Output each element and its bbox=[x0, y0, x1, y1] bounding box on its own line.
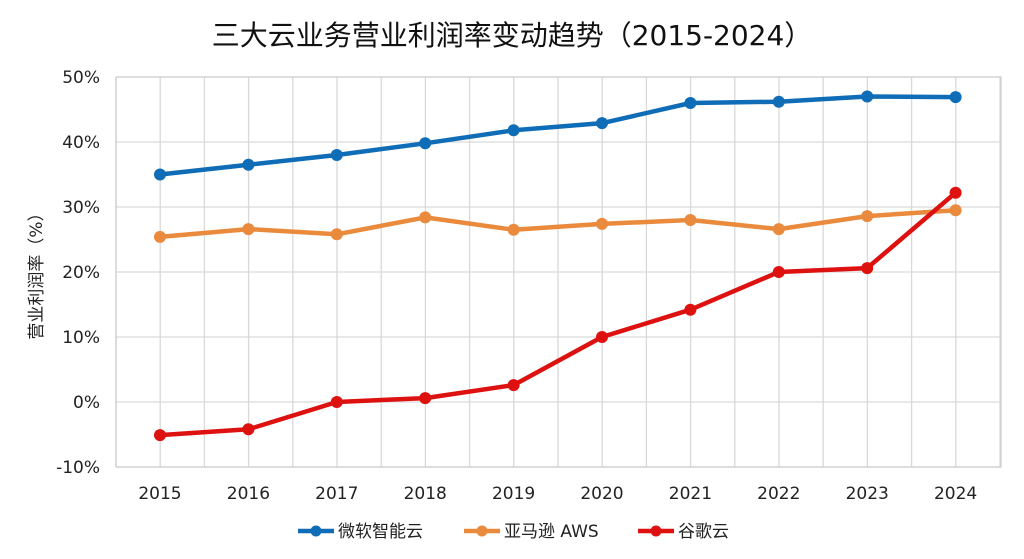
data-point[interactable] bbox=[242, 223, 255, 236]
y-tick-label: 50% bbox=[62, 68, 100, 88]
data-point[interactable] bbox=[684, 303, 697, 316]
series-2 bbox=[154, 186, 962, 442]
series-0 bbox=[154, 90, 962, 181]
data-point[interactable] bbox=[596, 331, 608, 343]
y-tick-label: 10% bbox=[62, 328, 100, 348]
x-tick-label: 2022 bbox=[757, 484, 800, 504]
legend-marker bbox=[650, 525, 662, 537]
data-point[interactable] bbox=[419, 211, 432, 224]
data-point[interactable] bbox=[507, 379, 520, 392]
data-point[interactable] bbox=[507, 223, 520, 236]
x-tick-label: 2020 bbox=[580, 484, 623, 504]
y-tick-label: -10% bbox=[56, 458, 100, 478]
data-point[interactable] bbox=[772, 223, 785, 236]
legend-label: 亚马逊 AWS bbox=[504, 522, 599, 542]
data-point[interactable] bbox=[154, 429, 166, 442]
y-tick-label: 40% bbox=[62, 133, 100, 153]
data-point[interactable] bbox=[861, 90, 874, 103]
y-tick-label: 0% bbox=[73, 393, 100, 413]
series-1 bbox=[154, 204, 962, 243]
data-point[interactable] bbox=[949, 186, 962, 199]
x-tick-label: 2023 bbox=[846, 484, 889, 504]
data-point[interactable] bbox=[154, 230, 166, 243]
y-axis-label: 营业利润率（%） bbox=[27, 204, 47, 339]
x-tick-label: 2016 bbox=[227, 484, 270, 504]
data-point[interactable] bbox=[949, 204, 962, 217]
data-point[interactable] bbox=[330, 149, 343, 161]
x-tick-label: 2021 bbox=[669, 484, 712, 504]
data-point[interactable] bbox=[684, 97, 697, 109]
data-point[interactable] bbox=[154, 168, 166, 181]
data-point[interactable] bbox=[330, 396, 343, 408]
series bbox=[154, 90, 962, 442]
legend-marker bbox=[310, 525, 322, 537]
data-point[interactable] bbox=[596, 217, 608, 230]
data-point[interactable] bbox=[772, 266, 785, 278]
y-tick-label: 30% bbox=[62, 198, 100, 218]
data-point[interactable] bbox=[242, 158, 255, 171]
series-line bbox=[157, 94, 958, 177]
data-point[interactable] bbox=[949, 91, 962, 104]
data-point[interactable] bbox=[242, 423, 255, 436]
legend-marker bbox=[476, 525, 488, 537]
y-axis-ticks: -10% 0% 10% 20% 30% 40% 50% bbox=[56, 68, 100, 478]
series-line bbox=[157, 208, 958, 240]
legend-item[interactable]: 亚马逊 AWS bbox=[464, 522, 599, 542]
x-tick-label: 2015 bbox=[138, 484, 181, 504]
data-point[interactable] bbox=[684, 214, 697, 226]
y-tick-label: 20% bbox=[62, 263, 100, 283]
x-axis-ticks: 2015 2016 2017 2018 2019 2020 2021 2022 2023 2024 bbox=[138, 484, 977, 504]
legend-label: 谷歌云 bbox=[678, 522, 729, 542]
x-tick-label: 2017 bbox=[315, 484, 358, 504]
x-tick-label: 2019 bbox=[492, 484, 535, 504]
legend-item[interactable]: 微软智能云 bbox=[298, 522, 423, 542]
data-point[interactable] bbox=[596, 117, 608, 130]
data-point[interactable] bbox=[330, 228, 343, 241]
data-point[interactable] bbox=[419, 137, 432, 150]
data-point[interactable] bbox=[507, 124, 520, 137]
data-point[interactable] bbox=[861, 210, 874, 223]
x-tick-label: 2018 bbox=[404, 484, 447, 504]
legend: 微软智能云 亚马逊 AWS 谷歌云 bbox=[298, 522, 729, 542]
series-line bbox=[157, 190, 958, 438]
data-point[interactable] bbox=[772, 95, 785, 108]
x-tick-label: 2024 bbox=[934, 484, 977, 504]
legend-label: 微软智能云 bbox=[338, 522, 423, 542]
plot-frame bbox=[115, 76, 1002, 468]
data-point[interactable] bbox=[861, 262, 874, 275]
legend-item[interactable]: 谷歌云 bbox=[638, 522, 729, 542]
data-point[interactable] bbox=[419, 392, 432, 405]
chart-title: 三大云业务营业利润率变动趋势（2015-2024） bbox=[212, 19, 813, 52]
